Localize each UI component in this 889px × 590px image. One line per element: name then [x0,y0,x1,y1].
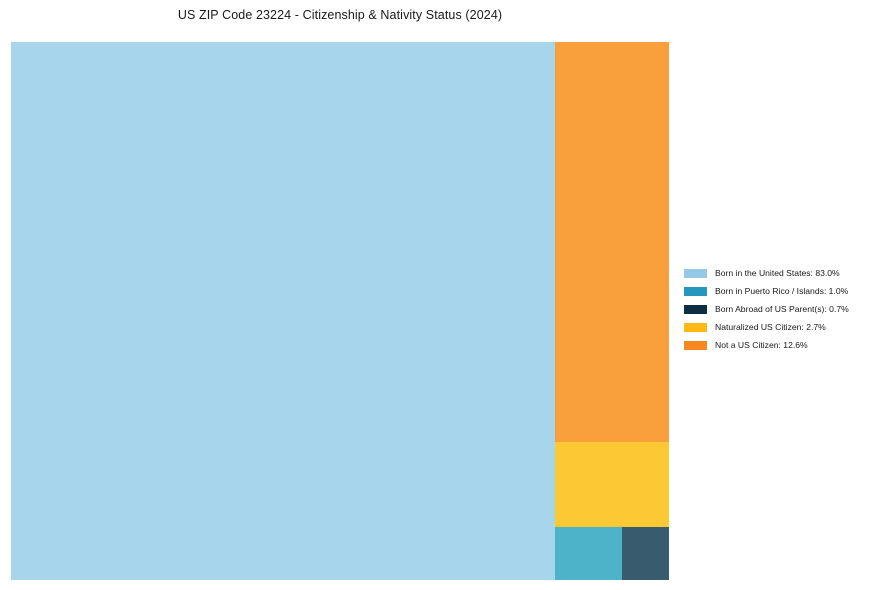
legend-item-label: Born in Puerto Rico / Islands: 1.0% [715,286,849,296]
treemap-rect-naturalized-us-citizen[interactable] [555,442,669,527]
chart-legend: Born in the United States: 83.0% Born in… [684,264,884,354]
legend-swatch-icon [684,286,707,296]
legend-item-not-a-us-citizen[interactable]: Not a US Citizen: 12.6% [684,336,884,354]
treemap-rect-born-in-puerto-rico-islands[interactable] [555,527,622,580]
legend-item-label: Born Abroad of US Parent(s): 0.7% [715,304,849,314]
legend-item-label: Not a US Citizen: 12.6% [715,340,808,350]
treemap-plot-area [11,42,669,580]
legend-item-label: Naturalized US Citizen: 2.7% [715,322,826,332]
chart-title: US ZIP Code 23224 - Citizenship & Nativi… [177,8,503,22]
legend-swatch-icon [684,340,707,350]
legend-item-naturalized-us-citizen[interactable]: Naturalized US Citizen: 2.7% [684,318,884,336]
legend-item-born-in-puerto-rico-islands[interactable]: Born in Puerto Rico / Islands: 1.0% [684,282,884,300]
treemap-rect-born-abroad-of-us-parents[interactable] [622,527,669,580]
legend-item-born-abroad-of-us-parents[interactable]: Born Abroad of US Parent(s): 0.7% [684,300,884,318]
treemap-rect-not-a-us-citizen[interactable] [555,42,669,442]
legend-swatch-icon [684,268,707,278]
legend-item-label: Born in the United States: 83.0% [715,268,840,278]
legend-item-born-in-the-united-states[interactable]: Born in the United States: 83.0% [684,264,884,282]
legend-swatch-icon [684,322,707,332]
treemap-rect-born-in-the-united-states[interactable] [11,42,555,580]
legend-swatch-icon [684,304,707,314]
